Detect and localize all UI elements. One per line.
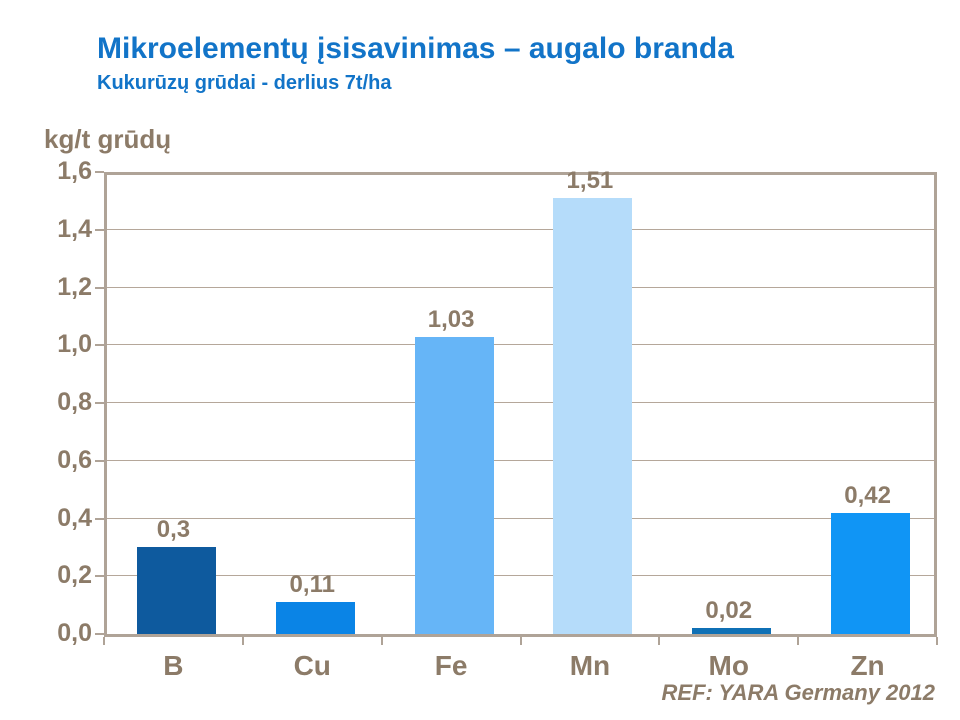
y-tick-label: 1,4 xyxy=(57,214,92,243)
y-tick-label: 0,8 xyxy=(57,388,92,416)
x-category-label-Zn: Zn xyxy=(850,650,885,681)
bar-Cu xyxy=(275,602,355,634)
bar-value-label-Zn: 0,42 xyxy=(844,481,891,509)
footer-reference: REF: YARA Germany 2012 xyxy=(661,680,935,705)
y-tick-label: 1,0 xyxy=(57,330,92,359)
y-tick-mark xyxy=(95,286,104,289)
y-tick-label: 1,2 xyxy=(57,272,92,301)
x-category-label-B: B xyxy=(163,650,184,681)
x-tick-mark xyxy=(936,637,938,645)
gridline xyxy=(107,575,934,577)
y-axis-unit-label: kg/t grūdų xyxy=(44,124,172,154)
y-tick-mark xyxy=(95,344,104,347)
y-tick-label: 0,4 xyxy=(57,503,92,532)
x-tick-mark xyxy=(380,637,383,645)
chart-plot-area xyxy=(95,171,937,637)
y-tick-label: 0,0 xyxy=(57,619,92,647)
bar-Fe xyxy=(414,336,494,634)
y-tick-mark xyxy=(95,402,104,404)
gridline xyxy=(107,344,934,346)
bar-value-label-B: 0,3 xyxy=(156,516,191,544)
bar-value-label-Mn: 1,51 xyxy=(566,166,614,194)
bar-value-label-Mo: 0,02 xyxy=(705,597,753,625)
x-category-label-Mn: Mn xyxy=(569,650,611,681)
x-tick-mark xyxy=(797,637,800,645)
y-tick-mark xyxy=(95,575,104,578)
y-tick-mark xyxy=(95,517,104,520)
y-tick-mark xyxy=(95,228,104,231)
bar-Mn xyxy=(553,198,633,634)
x-category-label-Cu: Cu xyxy=(293,650,331,681)
gridline xyxy=(107,286,934,288)
y-tick-label: 1,6 xyxy=(57,157,92,185)
slide-subtitle: Kukurūzų grūdai - derlius 7t/ha xyxy=(97,72,392,94)
bar-B xyxy=(136,547,216,634)
x-category-label-Fe: Fe xyxy=(434,650,468,681)
y-tick-mark xyxy=(95,633,104,635)
slide-title: Mikroelementų įsisavinimas – augalo bran… xyxy=(97,32,734,65)
gridline xyxy=(107,228,934,230)
gridline xyxy=(107,459,934,461)
y-tick-label: 0,2 xyxy=(57,561,92,590)
x-tick-mark xyxy=(241,637,244,645)
x-tick-mark xyxy=(519,637,522,645)
y-tick-label: 0,6 xyxy=(57,445,92,474)
gridline xyxy=(107,517,934,519)
y-tick-mark xyxy=(95,171,104,173)
bar-Zn xyxy=(831,512,911,634)
x-category-label-Mo: Mo xyxy=(708,650,749,681)
bar-value-label-Fe: 1,03 xyxy=(427,305,475,333)
bar-value-label-Cu: 0,11 xyxy=(289,571,335,599)
x-tick-mark xyxy=(103,637,105,645)
x-tick-mark xyxy=(658,637,661,645)
gridline xyxy=(107,402,934,403)
bar-Mo xyxy=(692,628,772,634)
y-tick-mark xyxy=(95,459,104,462)
